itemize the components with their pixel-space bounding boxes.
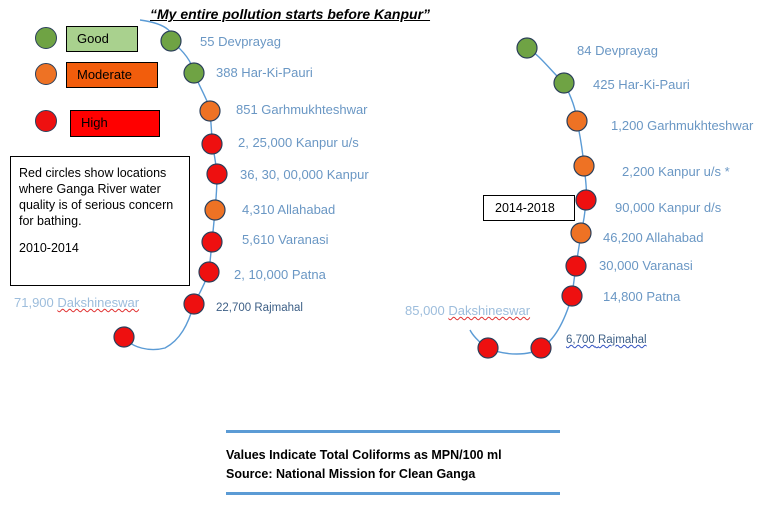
right-label-devprayag: 84 Devprayag	[577, 43, 658, 58]
right-dakshineswar-name: Dakshineswar	[448, 303, 531, 318]
right-points	[477, 37, 597, 359]
right-label-dakshineswar: 85,000 Dakshineswar	[405, 303, 530, 318]
left-label-devprayag: 55 Devprayag	[200, 34, 281, 49]
left-point-1	[160, 30, 182, 52]
right-point-1	[516, 37, 538, 59]
right-label-garhmukhteshwar: 1,200 Garhmukhteshwar	[611, 118, 754, 133]
right-point-8	[561, 285, 583, 307]
note-period: 2010-2014	[19, 241, 79, 255]
left-label-varanasi: 5,610 Varanasi	[242, 232, 329, 247]
right-label-allahabad: 46,200 Allahabad	[603, 230, 704, 245]
left-point-10	[113, 326, 135, 348]
right-point-7	[565, 255, 587, 277]
right-point-6	[570, 222, 592, 244]
left-point-2	[183, 62, 205, 84]
right-label-varanasi: 30,000 Varanasi	[599, 258, 693, 273]
left-label-kanpur-us: 2, 25,000 Kanpur u/s	[238, 135, 359, 150]
left-point-3	[199, 100, 221, 122]
left-point-4	[201, 133, 223, 155]
note-text: Red circles show locations where Ganga R…	[19, 166, 174, 228]
source-credit: Source: National Mission for Clean Ganga	[226, 467, 476, 481]
period-box-2014-2018: 2014-2018	[483, 195, 575, 221]
left-point-6	[204, 199, 226, 221]
source-block: Values Indicate Total Coliforms as MPN/1…	[226, 446, 502, 484]
left-point-8	[198, 261, 220, 283]
left-label-kanpur: 36, 30, 00,000 Kanpur	[240, 167, 369, 182]
right-label-patna: 14,800 Patna	[603, 289, 681, 304]
source-top-rule	[226, 430, 560, 433]
left-point-7	[201, 231, 223, 253]
left-dakshineswar-name: Dakshineswar	[57, 295, 140, 310]
left-point-5	[206, 163, 228, 185]
right-rajmahal-value: 6,700	[566, 334, 595, 346]
left-label-rajmahal: 22,700 Rajmahal	[216, 302, 303, 314]
explanation-note: Red circles show locations where Ganga R…	[10, 156, 190, 286]
left-point-9	[183, 293, 205, 315]
legend-dot-good	[35, 27, 57, 49]
right-point-9	[530, 337, 552, 359]
legend-label-moderate: Moderate	[66, 62, 158, 88]
source-units: Values Indicate Total Coliforms as MPN/1…	[226, 448, 502, 462]
right-label-kanpur-us: 2,200 Kanpur u/s *	[622, 164, 730, 179]
right-label-kanpur-ds: 90,000 Kanpur d/s	[615, 200, 722, 215]
right-rajmahal-name: Rajmahal	[597, 334, 647, 346]
left-points	[113, 30, 228, 348]
right-label-rajmahal: 6,700 Rajmahal	[566, 334, 647, 346]
legend-label-good: Good	[66, 26, 138, 52]
left-dakshineswar-value: 71,900	[14, 295, 54, 310]
legend-label-high: High	[70, 110, 160, 137]
right-point-2	[553, 72, 575, 94]
right-point-4	[573, 155, 595, 177]
right-point-3	[566, 110, 588, 132]
right-label-har-ki-pauri: 425 Har-Ki-Pauri	[593, 77, 690, 92]
left-label-allahabad: 4,310 Allahabad	[242, 202, 336, 217]
left-label-har-ki-pauri: 388 Har-Ki-Pauri	[216, 65, 313, 80]
right-rajmahal-text: 6,700 Rajmahal	[566, 334, 647, 346]
left-label-dakshineswar: 71,900 Dakshineswar	[14, 295, 139, 310]
right-point-5	[575, 189, 597, 211]
legend-dot-moderate	[35, 63, 57, 85]
chart-title: “My entire pollution starts before Kanpu…	[150, 6, 431, 22]
left-label-garhmukhteshwar: 851 Garhmukhteshwar	[236, 102, 368, 117]
legend-dot-high	[35, 110, 57, 132]
right-dakshineswar-value: 85,000	[405, 303, 445, 318]
source-bottom-rule	[226, 492, 560, 495]
left-label-patna: 2, 10,000 Patna	[234, 267, 326, 282]
right-point-10	[477, 337, 499, 359]
